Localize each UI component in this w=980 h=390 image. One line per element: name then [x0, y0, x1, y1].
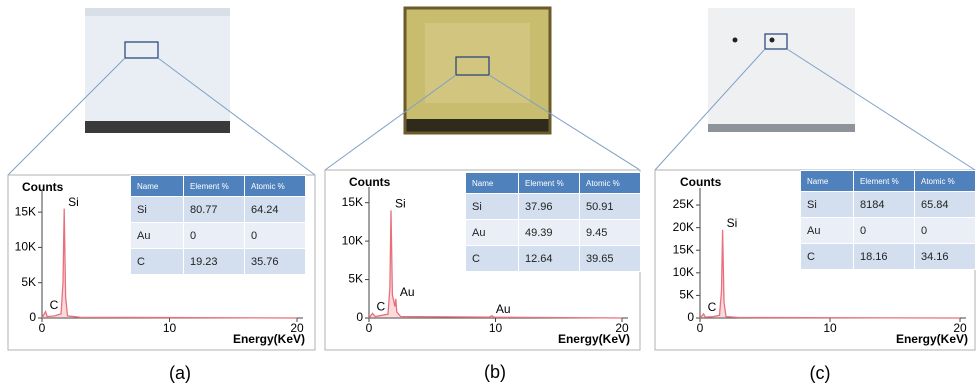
- photo-top: [85, 8, 230, 16]
- table-cell: 80.77: [184, 197, 245, 223]
- table-cell: Au: [131, 223, 184, 249]
- table-cell: 34.16: [915, 244, 976, 270]
- y-tick-label: 10K: [342, 233, 363, 247]
- y-axis-label: Counts: [22, 180, 64, 194]
- peak-label: Si: [727, 216, 738, 230]
- table-cell: 12.64: [519, 246, 580, 272]
- table-cell: Si: [131, 197, 184, 223]
- table-header-cell: Atomic %: [245, 176, 306, 197]
- x-tick-label: 20: [615, 321, 629, 335]
- y-tick-label: 10K: [15, 240, 36, 254]
- table-cell: C: [801, 244, 854, 270]
- photo-strip: [85, 121, 230, 133]
- table-cell: 18.16: [854, 244, 915, 270]
- photo-dot: [733, 38, 738, 43]
- table-cell: 0: [915, 218, 976, 244]
- table-header-cell: Name: [801, 171, 854, 192]
- table-cell: 0: [245, 223, 306, 249]
- table-cell: 39.65: [580, 246, 641, 272]
- table-cell: 0: [854, 218, 915, 244]
- photo-strip: [708, 124, 855, 132]
- x-tick-label: 10: [489, 321, 503, 335]
- y-tick-label: 0: [356, 310, 363, 324]
- photo-bg: [708, 8, 855, 132]
- figure: CountsEnergy(KeV)05K10K15K01020SiC(a)Cou…: [0, 0, 980, 390]
- table-cell: Si: [801, 192, 854, 218]
- y-tick-label: 15K: [673, 242, 694, 256]
- peak-label: Si: [395, 197, 406, 211]
- x-tick-label: 10: [823, 321, 837, 335]
- table-cell: 50.91: [580, 194, 641, 220]
- y-tick-label: 5K: [348, 272, 363, 286]
- x-tick-label: 0: [697, 321, 704, 335]
- photo-edge: [405, 119, 550, 133]
- table-header-cell: Atomic %: [915, 171, 976, 192]
- peak-label: C: [50, 298, 59, 312]
- y-tick-label: 15K: [15, 204, 36, 218]
- y-tick-label: 10K: [673, 265, 694, 279]
- table-cell: 19.23: [184, 249, 245, 275]
- peak-label: Au: [400, 285, 415, 299]
- table-cell: C: [466, 246, 519, 272]
- table-cell: 65.84: [915, 192, 976, 218]
- peak-label: C: [708, 300, 717, 314]
- panel-caption: (c): [810, 363, 831, 383]
- photo-dot: [770, 38, 775, 43]
- x-tick-label: 10: [163, 321, 177, 335]
- y-tick-label: 5K: [679, 288, 694, 302]
- peak-label: Si: [68, 195, 79, 209]
- y-tick-label: 0: [29, 310, 36, 324]
- table-cell: 64.24: [245, 197, 306, 223]
- y-tick-label: 5K: [21, 275, 36, 289]
- x-tick-label: 0: [39, 321, 46, 335]
- panel-caption: (b): [484, 362, 506, 382]
- data-table: NameElement %Atomic %Si818465.84Au00C18.…: [800, 170, 976, 270]
- y-axis-label: Counts: [680, 175, 722, 189]
- table-cell: 0: [184, 223, 245, 249]
- table-header-row: NameElement %Atomic %: [131, 176, 306, 197]
- panel-caption: (a): [169, 363, 191, 383]
- x-tick-label: 20: [953, 321, 967, 335]
- table-header-cell: Name: [131, 176, 184, 197]
- table-cell: 8184: [854, 192, 915, 218]
- table-header-cell: Atomic %: [580, 173, 641, 194]
- table-header-cell: Element %: [854, 171, 915, 192]
- y-tick-label: 0: [687, 310, 694, 324]
- y-tick-label: 20K: [673, 220, 694, 234]
- table-header-cell: Name: [466, 173, 519, 194]
- x-tick-label: 0: [366, 321, 373, 335]
- table-cell: Au: [801, 218, 854, 244]
- table-cell: 35.76: [245, 249, 306, 275]
- y-axis-label: Counts: [349, 175, 391, 189]
- table-header-cell: Element %: [184, 176, 245, 197]
- photo-bg: [85, 8, 230, 133]
- y-tick-label: 15K: [342, 195, 363, 209]
- table-header-cell: Element %: [519, 173, 580, 194]
- table-cell: Au: [466, 220, 519, 246]
- table-cell: C: [131, 249, 184, 275]
- peak-label: Au: [496, 302, 511, 316]
- table-header-row: NameElement %Atomic %: [466, 173, 641, 194]
- peak-label: C: [377, 300, 386, 314]
- y-tick-label: 25K: [673, 197, 694, 211]
- table-cell: Si: [466, 194, 519, 220]
- table-cell: 49.39: [519, 220, 580, 246]
- table-cell: 37.96: [519, 194, 580, 220]
- x-tick-label: 20: [290, 321, 304, 335]
- table-cell: 9.45: [580, 220, 641, 246]
